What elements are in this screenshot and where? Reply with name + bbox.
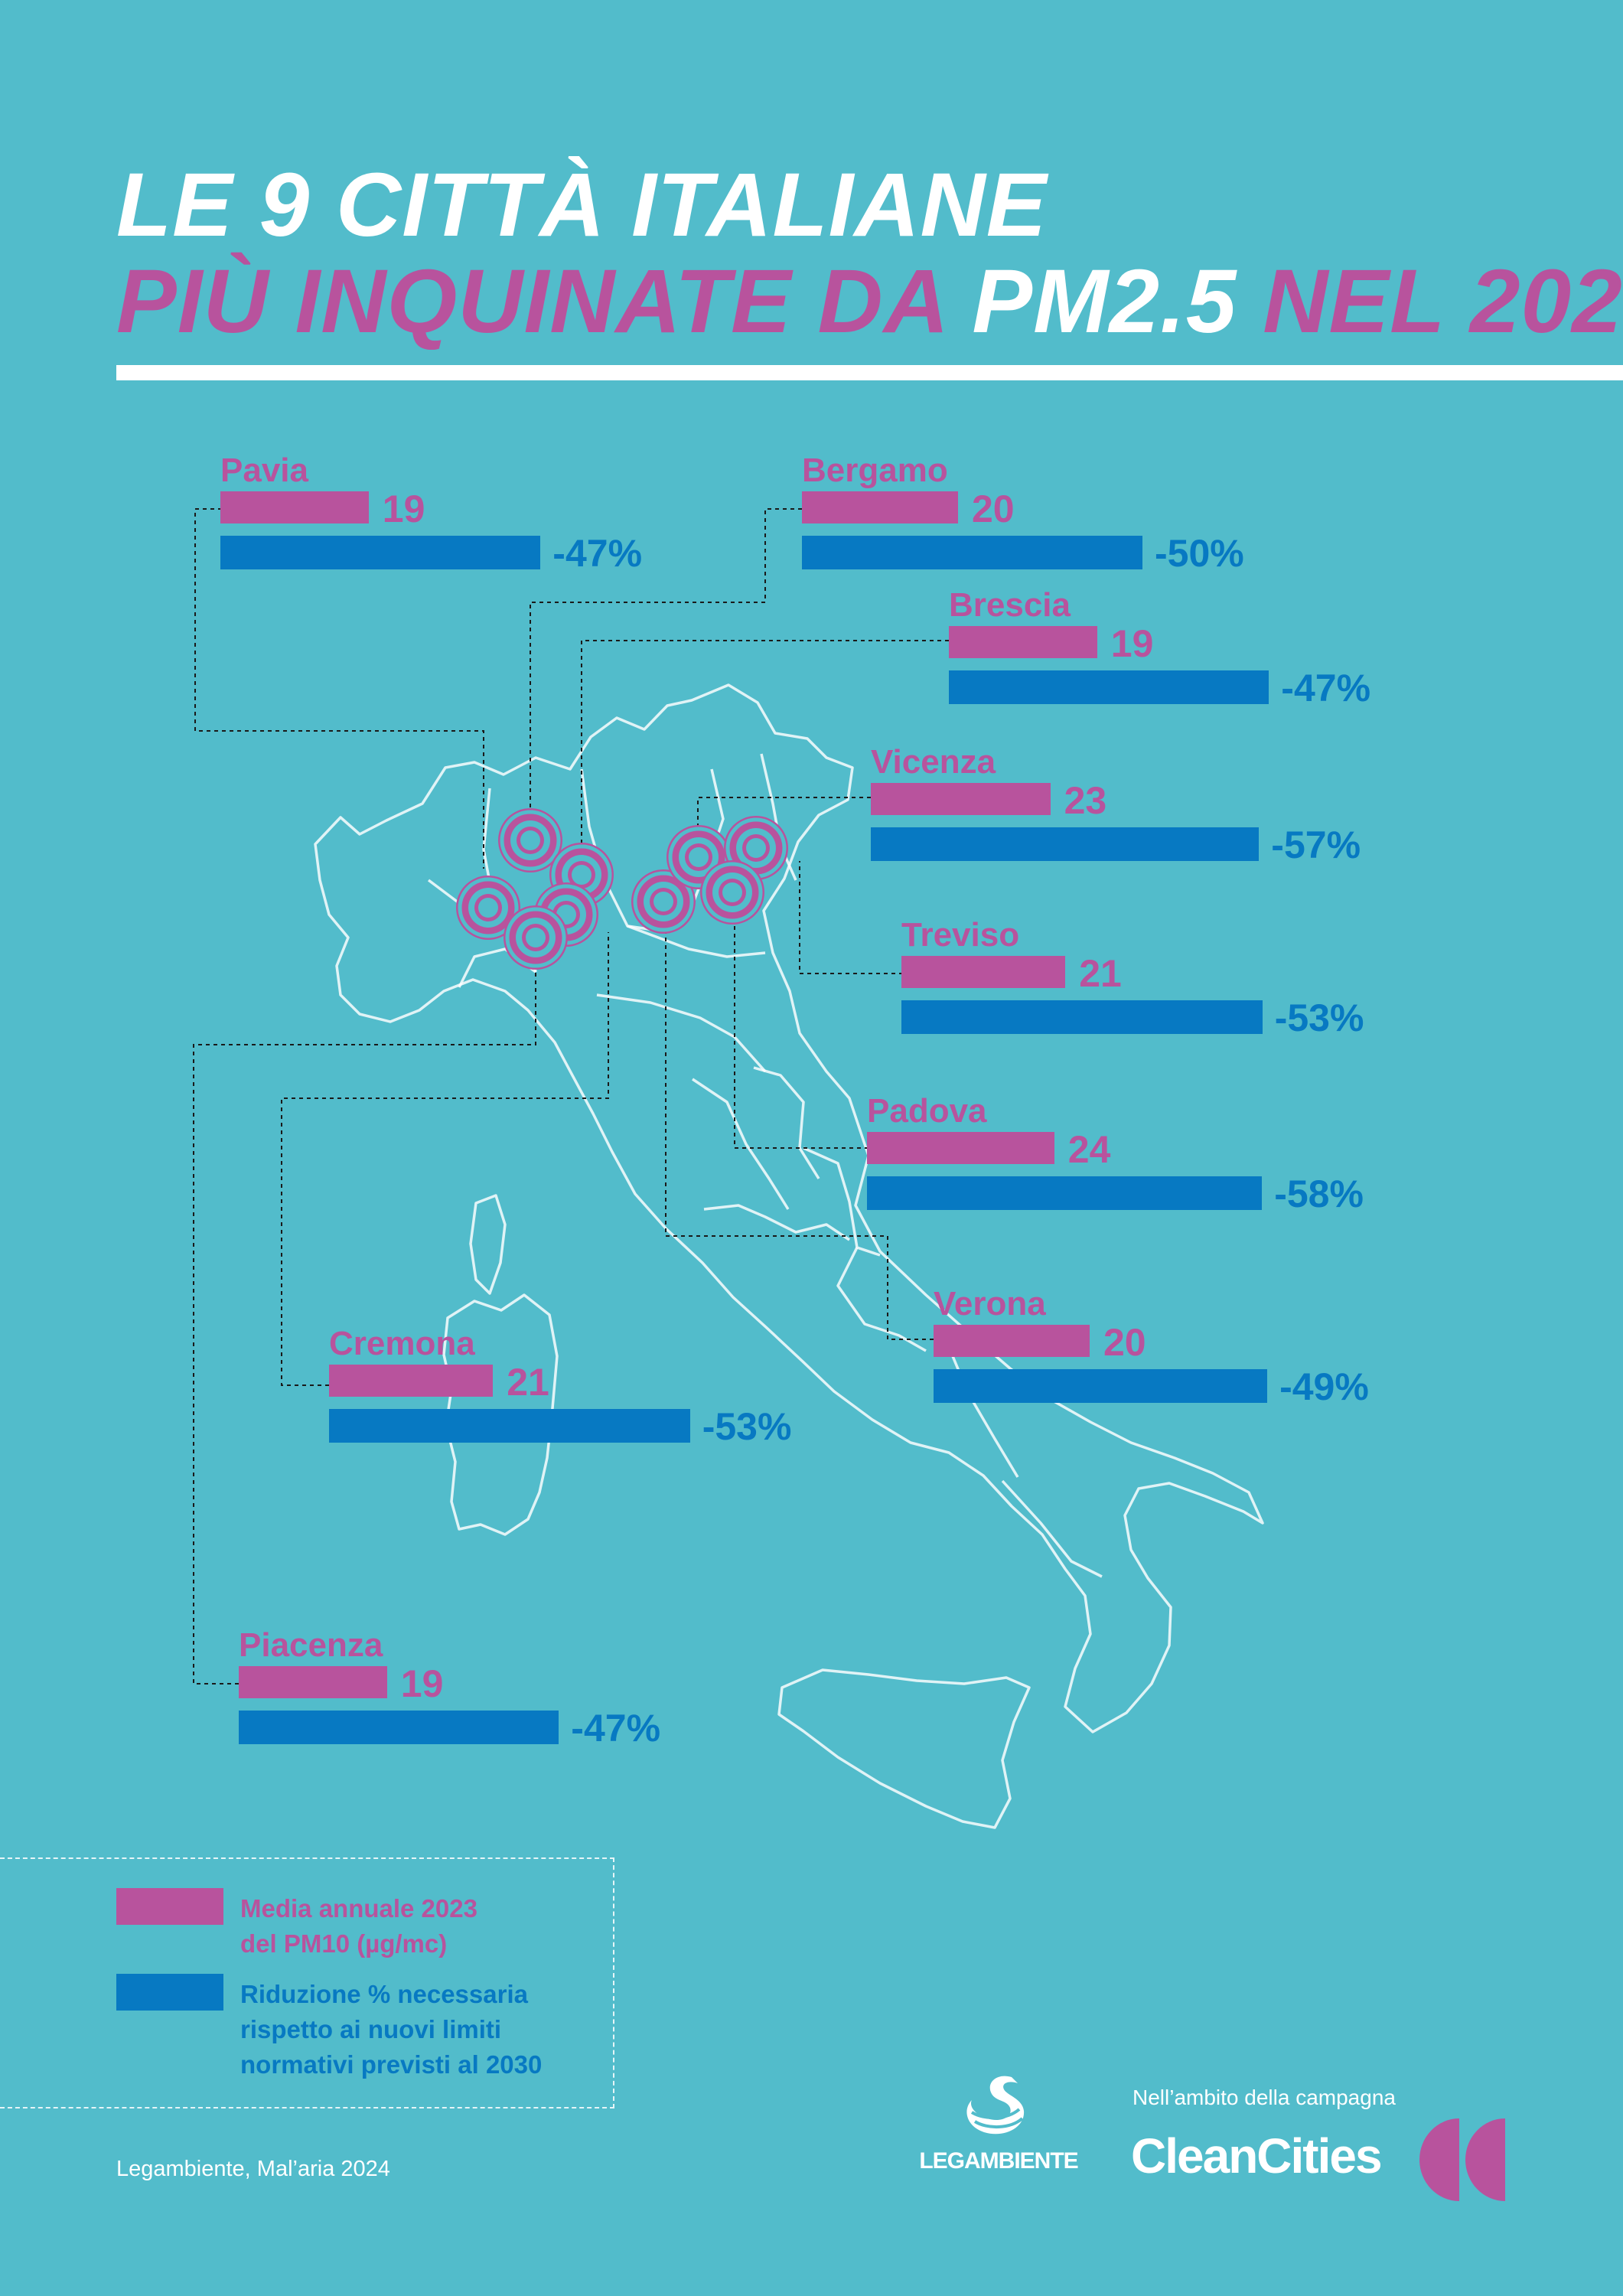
region-border — [836, 1247, 927, 1352]
italy-mainland-outline — [314, 683, 1264, 1733]
city-label-vicenza: Vicenza — [871, 743, 996, 781]
reduction-value-label-verona: -49% — [1279, 1365, 1369, 1408]
city-marker-piacenza — [504, 905, 568, 970]
leader-line-pavia — [194, 508, 484, 869]
reduction-value-label-cremona: -53% — [702, 1405, 792, 1448]
legend-swatch-pm — [116, 1888, 223, 1925]
reduction-bar-bergamo — [802, 536, 1142, 569]
legend-label-pm: Media annuale 2023 del PM10 (µg/mc) — [240, 1894, 477, 1958]
pm10-bar-verona — [934, 1325, 1090, 1357]
sicily-outline — [777, 1668, 1031, 1829]
pm10-bar-piacenza — [239, 1666, 387, 1698]
pm10-bar-bergamo — [802, 491, 958, 523]
leader-line-padova — [734, 892, 869, 1149]
legend-label-reduction: Riduzione % necessaria rispetto ai nuovi… — [240, 1980, 543, 2079]
pm10-value-label-cremona: 21 — [507, 1361, 549, 1404]
title-line-2: PIÙ INQUINATE DA PM2.5 NEL 2023 — [116, 253, 1623, 350]
leader-line-verona — [665, 897, 934, 1340]
pm10-bar-cremona — [329, 1365, 494, 1397]
reduction-value-label-treviso: -53% — [1274, 996, 1364, 1039]
reduction-bar-vicenza — [871, 827, 1260, 861]
city-label-treviso: Treviso — [901, 916, 1020, 954]
title-line-2-b: PM2.5 — [972, 251, 1237, 352]
pm10-value-label-bergamo: 20 — [972, 488, 1015, 530]
reduction-bar-brescia — [949, 670, 1269, 704]
city-label-padova: Padova — [867, 1092, 987, 1130]
city-label-pavia: Pavia — [220, 452, 308, 489]
pm10-value-label-vicenza: 23 — [1064, 779, 1107, 822]
reduction-bar-padova — [867, 1176, 1263, 1210]
corsica-outline — [469, 1194, 507, 1295]
leader-line-treviso — [799, 861, 903, 974]
pm10-bar-pavia — [220, 491, 369, 523]
chart-title: LE 9 CITTÀ ITALIANE PIÙ INQUINATE DA PM2… — [116, 157, 1623, 350]
city-markers — [456, 808, 788, 970]
reduction-value-label-padova: -58% — [1274, 1172, 1364, 1215]
leader-line-piacenza — [193, 949, 536, 1684]
region-border — [692, 1078, 790, 1210]
city-label-verona: Verona — [934, 1285, 1046, 1322]
pm10-bar-padova — [867, 1132, 1054, 1164]
swan-icon — [966, 2076, 1025, 2135]
campaign-intro: Nell’ambito della campagna — [1133, 2086, 1396, 2109]
pm10-bar-treviso — [901, 956, 1066, 988]
reduction-value-label-bergamo: -50% — [1155, 532, 1244, 575]
region-border — [627, 925, 766, 958]
reduction-bar-verona — [934, 1369, 1268, 1403]
source-note: Legambiente, Mal’aria 2024 — [116, 2157, 390, 2181]
pm10-value-label-padova: 24 — [1067, 1128, 1111, 1171]
region-border — [803, 1146, 881, 1257]
reduction-value-label-vicenza: -57% — [1271, 823, 1361, 866]
city-label-brescia: Brescia — [949, 586, 1071, 624]
reduction-bar-cremona — [329, 1409, 690, 1443]
pm10-bar-vicenza — [871, 783, 1051, 815]
region-border — [703, 1204, 850, 1241]
city-marker-padova — [700, 860, 764, 925]
leader-line-cremona — [281, 932, 609, 1386]
leader-lines — [193, 508, 949, 1684]
city-label-bergamo: Bergamo — [802, 452, 948, 489]
legambiente-logo-text: LEGAMBIENTE — [919, 2148, 1078, 2174]
cleancities-logo-text: CleanCities — [1131, 2128, 1383, 2183]
region-border — [1001, 1479, 1103, 1578]
pm10-value-label-brescia: 19 — [1110, 622, 1154, 665]
city-marker-pavia — [456, 876, 520, 940]
pm10-value-label-piacenza: 19 — [400, 1662, 444, 1705]
title-line-1: LE 9 CITTÀ ITALIANE — [116, 155, 1048, 256]
cleancities-mark-icon — [1419, 2118, 1505, 2201]
leader-line-bergamo — [530, 508, 802, 834]
reduction-bar-piacenza — [239, 1711, 559, 1744]
pm10-bar-brescia — [949, 626, 1097, 658]
pm10-value-label-treviso: 21 — [1079, 952, 1122, 995]
pm10-value-label-pavia: 19 — [382, 488, 425, 530]
reduction-value-label-brescia: -47% — [1281, 667, 1371, 709]
legend: Media annuale 2023 del PM10 (µg/mc) Ridu… — [0, 1857, 614, 2108]
title-rule — [116, 365, 1623, 380]
reduction-bar-treviso — [901, 1000, 1263, 1034]
leader-line-brescia — [581, 640, 949, 861]
pm10-value-label-verona: 20 — [1103, 1321, 1146, 1364]
reduction-bar-pavia — [220, 536, 541, 569]
city-label-cremona: Cremona — [329, 1325, 475, 1362]
legend-swatch-reduction — [116, 1974, 223, 2011]
reduction-value-label-pavia: -47% — [552, 532, 643, 575]
city-marker-bergamo — [498, 808, 562, 872]
region-border — [596, 993, 767, 1073]
reduction-value-label-piacenza: -47% — [571, 1707, 661, 1750]
title-line-2-c: NEL 2023 — [1263, 251, 1623, 352]
title-line-2-a: PIÙ INQUINATE DA — [116, 251, 973, 352]
legambiente-logo: LEGAMBIENTE — [907, 2073, 1090, 2174]
region-border — [753, 1066, 820, 1179]
city-marker-verona — [631, 869, 696, 934]
city-label-piacenza: Piacenza — [239, 1626, 383, 1664]
